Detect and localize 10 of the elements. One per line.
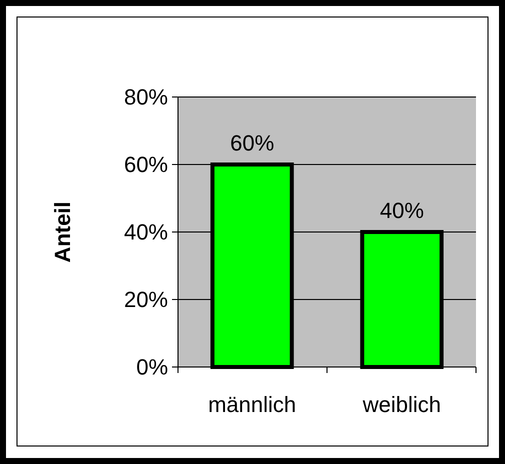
x-tick-label: weiblich — [362, 392, 442, 417]
y-tick-label: 20% — [124, 287, 168, 312]
y-tick-label: 40% — [124, 220, 168, 245]
x-tick-label: männlich — [208, 392, 296, 417]
y-tick-label: 0% — [136, 354, 168, 380]
y-tick-label: 60% — [124, 152, 168, 178]
y-tick-label: 80% — [124, 84, 168, 110]
data-label: 60% — [230, 130, 274, 156]
y-axis-title: Anteil — [50, 201, 75, 263]
data-label: 40% — [380, 198, 424, 223]
